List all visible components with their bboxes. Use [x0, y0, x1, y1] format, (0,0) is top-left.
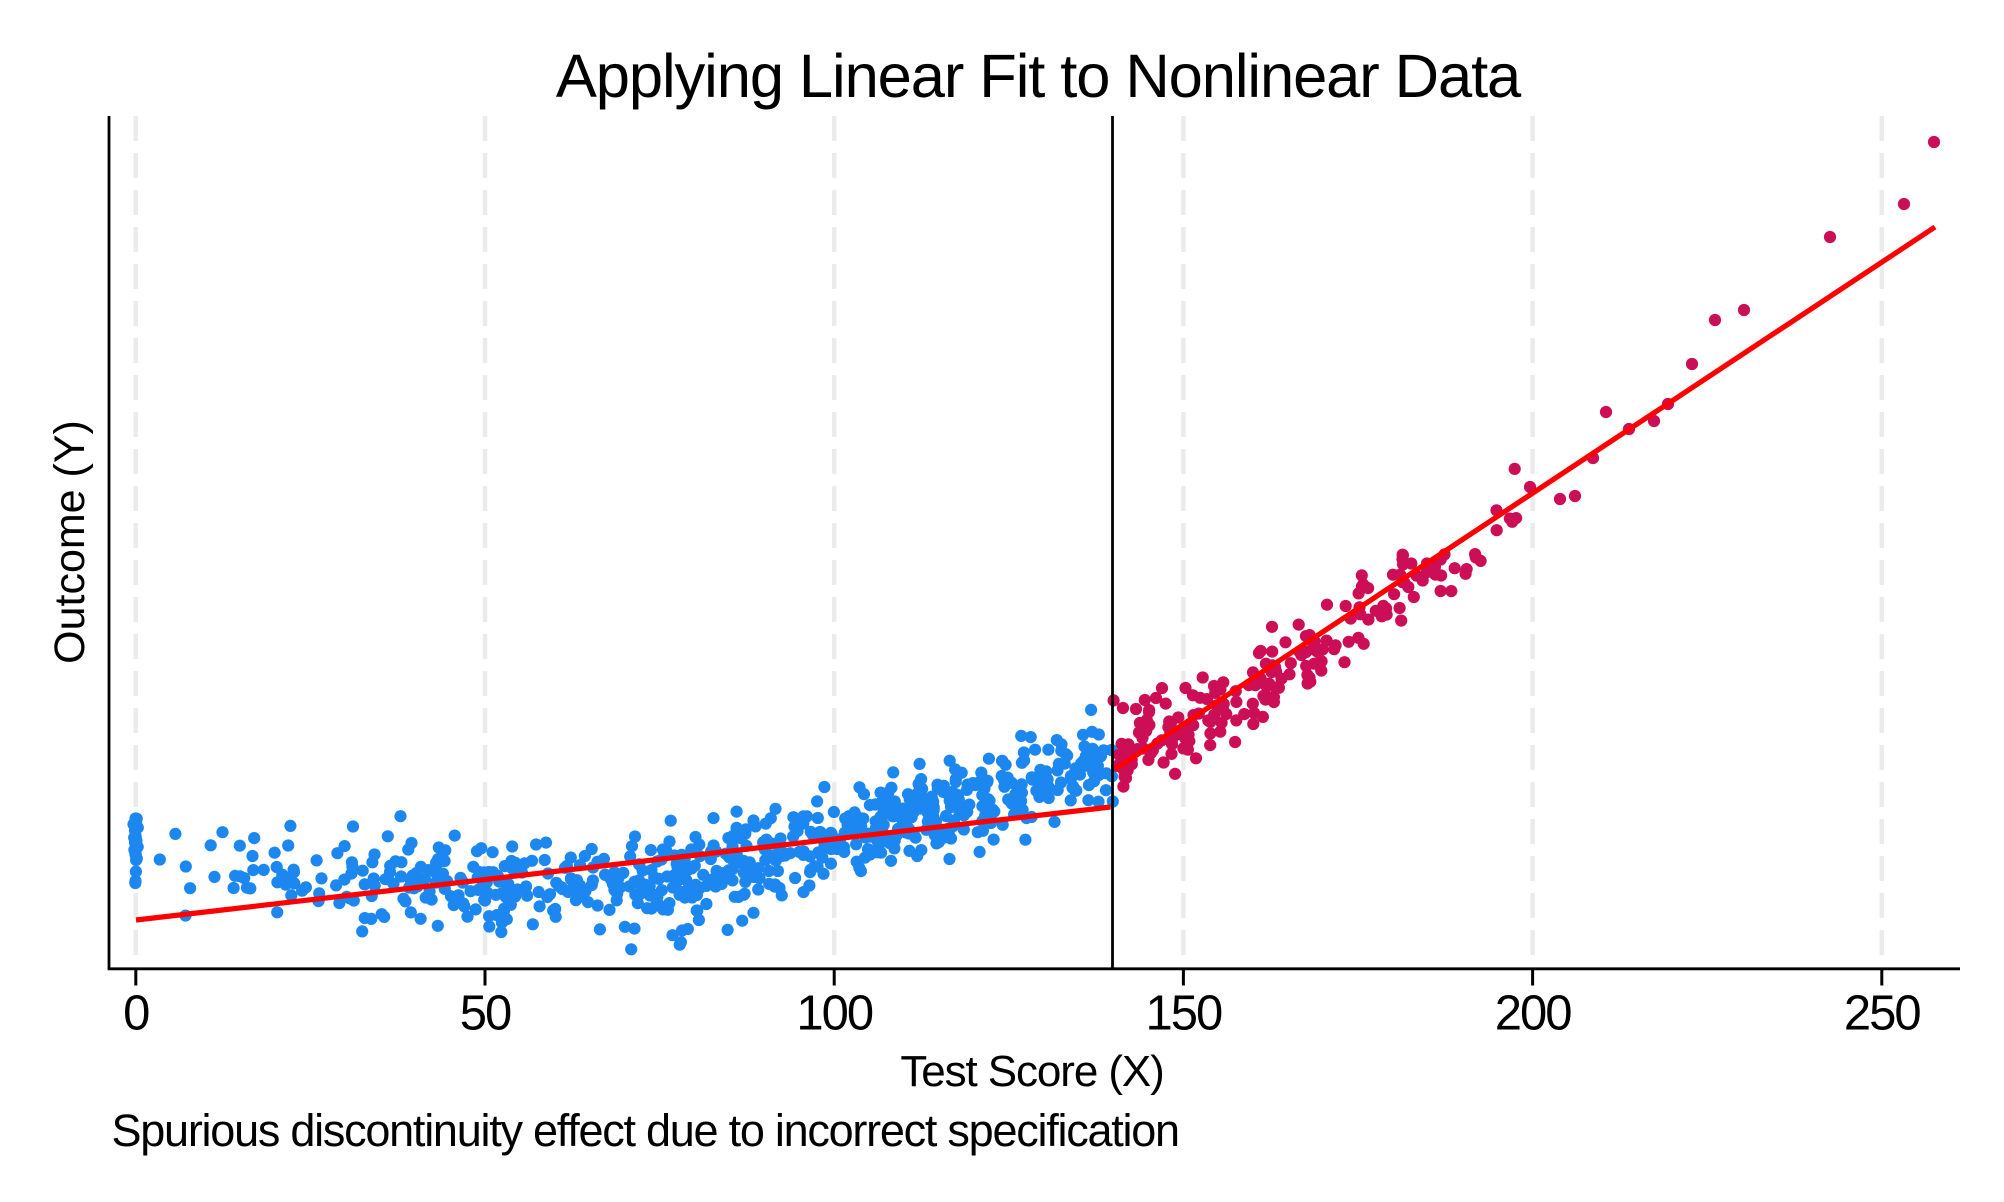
svg-text:Test Score (X): Test Score (X) — [900, 1047, 1163, 1096]
svg-text:0: 0 — [123, 987, 149, 1041]
svg-text:50: 50 — [460, 987, 511, 1041]
svg-text:250: 250 — [1844, 987, 1921, 1041]
svg-text:Spurious discontinuity effect: Spurious discontinuity effect due to inc… — [112, 1105, 1179, 1156]
svg-text:Applying Linear Fit to Nonline: Applying Linear Fit to Nonlinear Data — [556, 42, 1522, 111]
svg-text:Outcome (Y): Outcome (Y) — [46, 420, 94, 664]
svg-text:100: 100 — [796, 987, 873, 1041]
svg-text:200: 200 — [1495, 987, 1572, 1041]
svg-text:150: 150 — [1146, 987, 1223, 1041]
